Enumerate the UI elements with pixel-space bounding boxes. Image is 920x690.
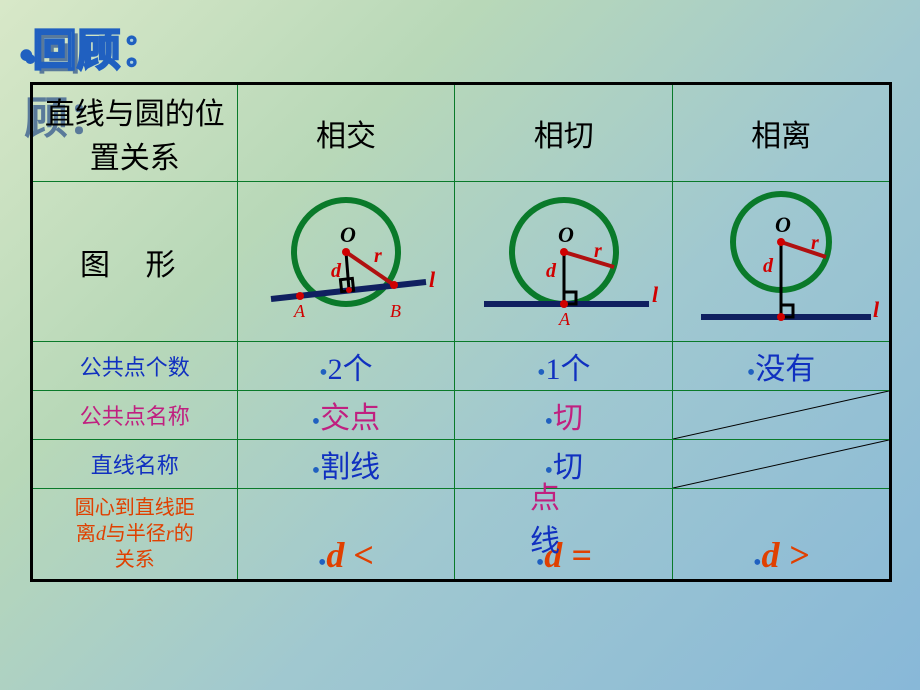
relation-table: 直线与圆的位置关系 相交 相切 相离 图 形 O r d l A B bbox=[30, 82, 892, 582]
line-c1: •割线 bbox=[237, 440, 455, 489]
name-c3 bbox=[673, 391, 891, 440]
svg-text:B: B bbox=[390, 301, 401, 321]
svg-text:O: O bbox=[775, 212, 791, 237]
rel-c2: •d = bbox=[455, 489, 673, 581]
header-col3: 相离 bbox=[673, 84, 891, 182]
overflow-qie2: 点 bbox=[530, 473, 560, 517]
line-label: 直线名称 bbox=[32, 440, 238, 489]
svg-text:d: d bbox=[546, 260, 557, 282]
slide-title: •回顾： •回顾： bbox=[20, 14, 165, 78]
svg-text:O: O bbox=[558, 222, 574, 247]
svg-text:d: d bbox=[331, 260, 342, 282]
name-c1: •交点 bbox=[237, 391, 455, 440]
name-c2: •切 bbox=[455, 391, 673, 440]
rel-c3: •d > bbox=[673, 489, 891, 581]
figure-label: 图 形 bbox=[32, 182, 238, 342]
figure-tangent: O r d l A bbox=[455, 182, 673, 342]
svg-text:l: l bbox=[873, 297, 880, 322]
line-c2: •切 bbox=[455, 440, 673, 489]
figure-intersect: O r d l A B bbox=[237, 182, 455, 342]
svg-text:A: A bbox=[293, 301, 306, 321]
svg-text:r: r bbox=[811, 232, 819, 254]
line-c3 bbox=[673, 440, 891, 489]
figure-separate: O r d l bbox=[673, 182, 891, 342]
svg-text:r: r bbox=[374, 245, 382, 267]
rel-c1: •d < bbox=[237, 489, 455, 581]
svg-text:O: O bbox=[340, 222, 356, 247]
name-label: 公共点名称 bbox=[32, 391, 238, 440]
header-col2: 相切 bbox=[455, 84, 673, 182]
count-c2: •1个 bbox=[455, 342, 673, 391]
header-col1: 相交 bbox=[237, 84, 455, 182]
svg-text:l: l bbox=[652, 282, 659, 307]
count-label: 公共点个数 bbox=[32, 342, 238, 391]
svg-text:A: A bbox=[558, 309, 571, 329]
rel-label: 圆心到直线距 离d与半径r的 关系 bbox=[32, 489, 238, 581]
svg-text:l: l bbox=[429, 267, 436, 292]
overflow-xian: 线 bbox=[530, 516, 560, 560]
svg-text:d: d bbox=[763, 255, 774, 277]
svg-text:r: r bbox=[594, 240, 602, 262]
count-c3: •没有 bbox=[673, 342, 891, 391]
header-rowlabel: 直线与圆的位置关系 bbox=[32, 84, 238, 182]
count-c1: •2个 bbox=[237, 342, 455, 391]
